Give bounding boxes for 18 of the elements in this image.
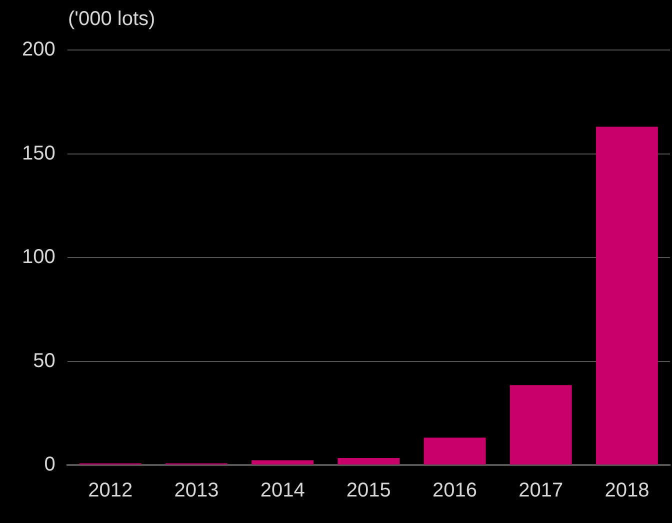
y-tick-label: 100 (22, 246, 56, 268)
bar (338, 458, 400, 464)
bar (252, 460, 314, 464)
y-tick-label: 0 (44, 454, 56, 476)
bar (596, 126, 658, 464)
bar (510, 385, 572, 464)
y-axis-title: ('000 lots) (68, 8, 156, 31)
x-tick-label: 2013 (174, 480, 219, 502)
y-tick-label: 150 (22, 142, 56, 164)
x-tick-label: 2016 (432, 480, 478, 502)
bar (424, 438, 486, 464)
x-tick-label: 2017 (518, 480, 564, 502)
x-tick-label: 2015 (346, 480, 391, 502)
x-tick-label: 2012 (88, 480, 133, 502)
x-tick-label: 2018 (604, 480, 650, 502)
y-tick-label: 200 (22, 38, 56, 61)
x-tick-label: 2014 (260, 480, 305, 502)
y-tick-label: 50 (33, 350, 56, 372)
